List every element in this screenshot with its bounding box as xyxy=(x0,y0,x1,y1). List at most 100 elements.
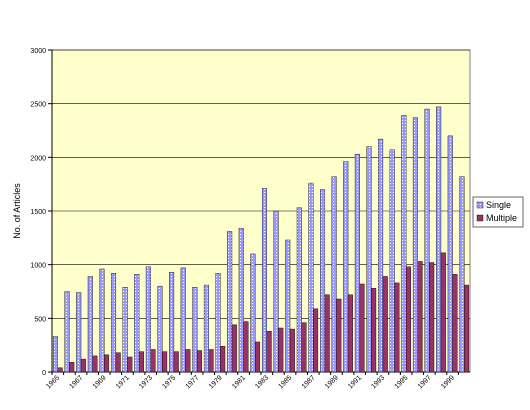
bar xyxy=(122,287,128,373)
bar xyxy=(343,161,349,373)
bar xyxy=(424,108,430,373)
bar xyxy=(185,349,191,373)
bar xyxy=(417,261,423,373)
bar xyxy=(138,351,144,373)
x-tick-label: 1983 xyxy=(254,374,270,390)
bar xyxy=(436,106,442,373)
bar xyxy=(289,328,295,373)
y-tick-label: 1000 xyxy=(30,263,46,270)
x-tick-label: 1991 xyxy=(347,374,363,390)
bar xyxy=(52,336,59,373)
bar xyxy=(231,324,237,373)
legend-label: Single xyxy=(486,200,511,210)
bar xyxy=(208,349,214,373)
x-tick-label: 1973 xyxy=(138,374,154,390)
bar xyxy=(250,253,256,373)
bar xyxy=(169,271,175,373)
bar xyxy=(87,276,93,373)
bar xyxy=(238,227,244,373)
x-tick-label: 1981 xyxy=(231,374,247,390)
x-tick-label: 1967 xyxy=(68,374,84,390)
y-tick-label: 2000 xyxy=(30,155,46,162)
bar xyxy=(463,284,470,373)
x-tick-label: 1993 xyxy=(370,374,386,390)
bar xyxy=(104,354,110,373)
bar xyxy=(347,294,353,373)
bar xyxy=(440,252,446,373)
x-tick-label: 1979 xyxy=(208,374,224,390)
bar xyxy=(134,274,140,373)
y-tick-label: 2500 xyxy=(30,102,46,109)
bar xyxy=(278,327,284,373)
x-tick-label: 1989 xyxy=(324,374,340,390)
bar xyxy=(145,266,151,373)
bar xyxy=(76,292,82,373)
bar xyxy=(57,367,63,373)
bar xyxy=(127,356,133,373)
bar xyxy=(394,282,400,373)
bar xyxy=(405,266,411,373)
bar xyxy=(301,322,307,373)
y-tick-label: 0 xyxy=(42,370,46,377)
y-axis-label: No. of Articles xyxy=(12,183,22,239)
bar xyxy=(69,362,75,373)
bar xyxy=(389,149,395,373)
x-tick-label: 1977 xyxy=(185,374,201,390)
bar xyxy=(92,355,98,373)
y-tick-label: 1500 xyxy=(30,209,46,216)
bar xyxy=(320,189,326,373)
bar xyxy=(313,308,319,373)
x-tick-label: 1971 xyxy=(115,374,131,390)
bar xyxy=(162,351,168,373)
legend-swatch xyxy=(476,201,484,209)
bar xyxy=(254,341,261,373)
bar xyxy=(111,273,117,373)
bar xyxy=(324,294,330,373)
x-tick-label: 1975 xyxy=(161,374,177,390)
x-tick-label: 1987 xyxy=(301,374,317,390)
bar xyxy=(180,267,186,373)
x-tick-label: 1985 xyxy=(277,374,293,390)
bar xyxy=(173,351,179,373)
x-tick-label: 1995 xyxy=(394,374,410,390)
bar xyxy=(459,176,465,373)
bar xyxy=(366,146,372,373)
bar xyxy=(285,239,291,373)
bar xyxy=(64,291,70,373)
legend-label: Multiple xyxy=(486,213,517,223)
y-tick-label: 500 xyxy=(34,316,46,323)
bar xyxy=(215,273,221,373)
bar xyxy=(336,298,342,373)
bar xyxy=(80,358,86,373)
bar xyxy=(196,350,202,373)
x-tick-label: 1965 xyxy=(45,374,61,390)
bar xyxy=(447,135,453,373)
bar xyxy=(115,352,121,373)
x-tick-label: 1997 xyxy=(417,374,433,390)
bar xyxy=(429,262,435,373)
bar xyxy=(382,276,388,373)
bar xyxy=(266,331,272,373)
bar xyxy=(150,349,156,373)
x-tick-label: 1969 xyxy=(92,374,108,390)
bar xyxy=(261,188,268,373)
bar xyxy=(378,138,384,373)
bar xyxy=(220,346,226,373)
bar xyxy=(227,231,233,373)
bar xyxy=(203,284,209,373)
bar xyxy=(412,117,418,373)
bar xyxy=(359,283,365,373)
bar xyxy=(452,274,458,373)
y-tick-label: 3000 xyxy=(30,48,46,55)
bar xyxy=(331,176,337,373)
bar xyxy=(401,115,407,373)
bar xyxy=(192,287,198,373)
bar xyxy=(308,182,314,373)
legend-swatch xyxy=(476,214,484,222)
bar xyxy=(99,268,105,373)
x-tick-label: 1999 xyxy=(440,374,456,390)
bar xyxy=(243,321,249,373)
bar xyxy=(157,285,163,373)
bar xyxy=(354,153,360,373)
